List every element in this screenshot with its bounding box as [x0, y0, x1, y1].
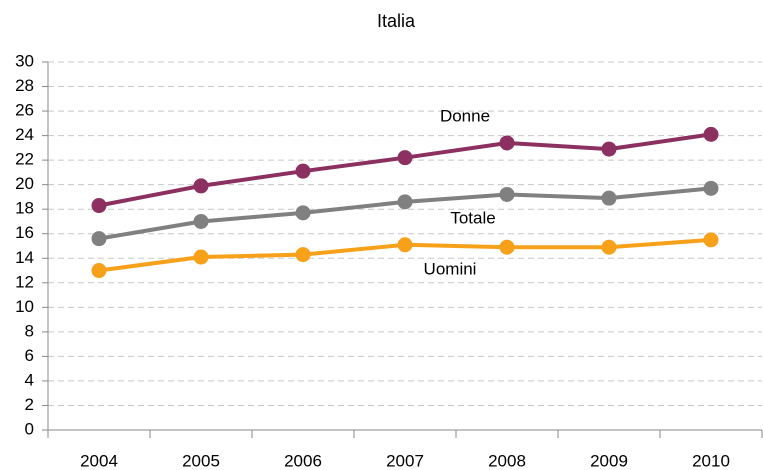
y-tick-label: 22 — [15, 150, 34, 169]
point — [91, 231, 107, 247]
point — [397, 150, 413, 166]
y-tick-label: 2 — [25, 395, 34, 414]
point — [703, 180, 719, 196]
y-tick-label: 26 — [15, 101, 34, 120]
series-label: Totale — [450, 208, 495, 227]
y-tick-label: 8 — [25, 321, 34, 340]
point — [499, 239, 515, 255]
x-tick-label: 2004 — [80, 451, 118, 470]
point — [193, 213, 209, 229]
x-tick-label: 2006 — [284, 451, 322, 470]
chart-title: Italia — [377, 11, 416, 31]
y-tick-label: 14 — [15, 248, 34, 267]
x-tick-label: 2010 — [692, 451, 730, 470]
point — [397, 194, 413, 210]
y-tick-label: 24 — [15, 125, 34, 144]
y-tick-label: 6 — [25, 346, 34, 365]
point — [295, 247, 311, 263]
series-label: Uomini — [424, 259, 477, 278]
point — [397, 237, 413, 253]
y-tick-label: 28 — [15, 76, 34, 95]
y-tick-label: 10 — [15, 297, 34, 316]
point — [295, 163, 311, 179]
x-tick-label: 2007 — [386, 451, 424, 470]
y-tick-label: 30 — [15, 51, 34, 70]
point — [601, 190, 617, 206]
x-tick-label: 2009 — [590, 451, 628, 470]
point — [91, 263, 107, 279]
series-label: Donne — [440, 106, 490, 125]
point — [193, 249, 209, 265]
y-tick-label: 4 — [25, 370, 34, 389]
y-tick-label: 16 — [15, 223, 34, 242]
point — [703, 126, 719, 142]
point — [295, 205, 311, 221]
point — [193, 178, 209, 194]
point — [91, 198, 107, 214]
point — [601, 239, 617, 255]
point — [601, 141, 617, 157]
y-tick-label: 12 — [15, 272, 34, 291]
y-tick-label: 20 — [15, 174, 34, 193]
x-tick-label: 2005 — [182, 451, 220, 470]
y-tick-label: 0 — [25, 419, 34, 438]
y-tick-label: 18 — [15, 199, 34, 218]
x-tick-label: 2008 — [488, 451, 526, 470]
point — [499, 186, 515, 202]
point — [499, 135, 515, 151]
point — [703, 232, 719, 248]
